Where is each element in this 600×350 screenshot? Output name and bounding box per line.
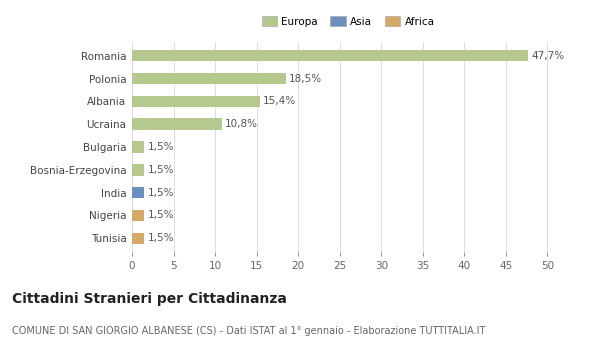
Text: 1,5%: 1,5%: [148, 233, 174, 243]
Text: COMUNE DI SAN GIORGIO ALBANESE (CS) - Dati ISTAT al 1° gennaio - Elaborazione TU: COMUNE DI SAN GIORGIO ALBANESE (CS) - Da…: [12, 326, 485, 336]
Text: 1,5%: 1,5%: [148, 188, 174, 198]
Bar: [132, 233, 145, 244]
Bar: [132, 210, 145, 221]
Text: 10,8%: 10,8%: [225, 119, 258, 129]
Bar: [132, 141, 145, 153]
Text: 15,4%: 15,4%: [263, 96, 296, 106]
Bar: [132, 164, 145, 176]
Bar: [132, 50, 528, 61]
Text: 1,5%: 1,5%: [148, 165, 174, 175]
Text: 18,5%: 18,5%: [289, 74, 322, 84]
Text: 1,5%: 1,5%: [148, 210, 174, 220]
Bar: [132, 73, 286, 84]
Text: 1,5%: 1,5%: [148, 142, 174, 152]
Text: 47,7%: 47,7%: [532, 51, 565, 61]
Text: Cittadini Stranieri per Cittadinanza: Cittadini Stranieri per Cittadinanza: [12, 292, 287, 306]
Bar: [132, 96, 260, 107]
Bar: [132, 187, 145, 198]
Legend: Europa, Asia, Africa: Europa, Asia, Africa: [257, 12, 439, 31]
Bar: [132, 118, 222, 130]
